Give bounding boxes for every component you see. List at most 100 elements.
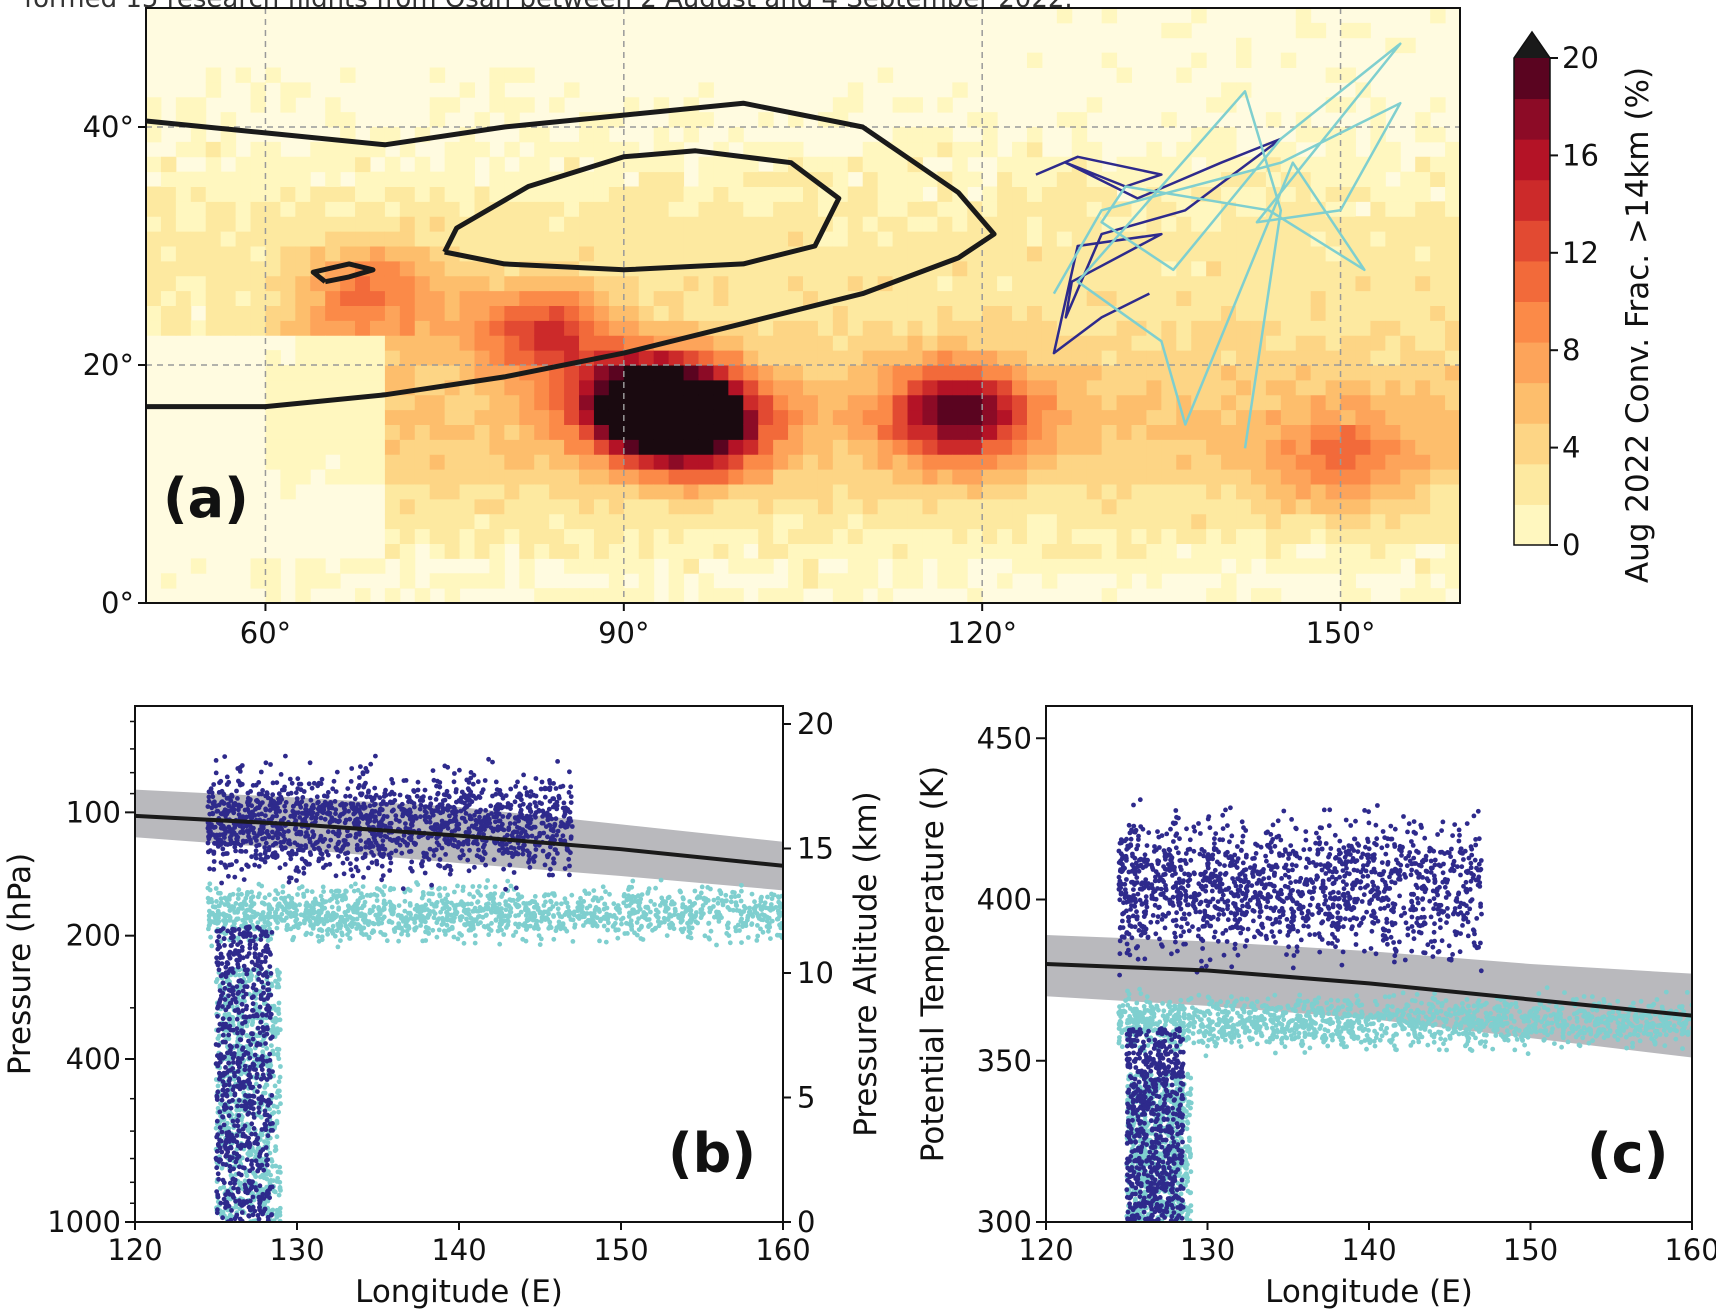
data-point (235, 935, 241, 941)
heat-cell (295, 379, 311, 396)
heat-cell (997, 171, 1013, 187)
heat-cell (653, 394, 670, 411)
heat-cell (414, 156, 431, 173)
heat-cell (952, 573, 968, 589)
heat-cell (862, 558, 879, 574)
heat-cell (728, 469, 744, 485)
heat-cell (758, 350, 774, 366)
heat-cell (1116, 409, 1132, 425)
heat-cell (593, 424, 610, 440)
heat-cell (638, 558, 655, 574)
heat-cell (474, 573, 490, 589)
heat-cell (1191, 409, 1207, 425)
data-point (345, 926, 350, 932)
heat-cell (459, 484, 475, 500)
data-point (258, 937, 264, 942)
heat-cell (967, 528, 983, 544)
data-point (434, 900, 440, 905)
data-point (457, 915, 463, 920)
heat-cell (1236, 171, 1252, 187)
heat-cell (997, 305, 1013, 321)
heat-cell (758, 588, 774, 603)
heat-cell (1340, 439, 1356, 455)
heat-cell (668, 156, 685, 173)
heat-cell (937, 424, 953, 440)
data-point (724, 922, 730, 928)
heat-cell (1146, 558, 1162, 574)
heat-cell (1101, 439, 1118, 455)
heat-cell (967, 290, 983, 306)
heat-cell (1265, 112, 1282, 128)
heat-cell (146, 97, 162, 113)
heat-cell (1295, 469, 1312, 485)
heat-cell (593, 394, 610, 411)
heat-cell (1250, 260, 1267, 277)
heat-cell (1012, 141, 1028, 158)
heat-cell (1071, 424, 1088, 440)
heat-cell (743, 484, 759, 500)
heat-cell (608, 543, 625, 559)
heat-cell (683, 305, 699, 321)
heat-cell (832, 379, 849, 396)
heat-cell (1280, 454, 1297, 470)
heat-cell (414, 275, 431, 292)
heat-cell (534, 528, 550, 544)
data-point (617, 906, 622, 912)
heat-cell (668, 379, 685, 396)
data-point (234, 917, 239, 923)
data-point (330, 917, 335, 922)
data-point (262, 901, 267, 907)
heat-cell (1340, 171, 1356, 187)
heat-cell (1370, 365, 1386, 381)
data-point (253, 991, 259, 997)
heat-cell (534, 543, 550, 559)
heat-cell (1012, 409, 1028, 425)
heat-cell (369, 260, 386, 277)
data-point (339, 930, 345, 936)
data-point (655, 915, 661, 920)
heat-cell (519, 350, 535, 366)
heat-cell (1146, 260, 1162, 277)
heat-cell (907, 365, 923, 381)
heat-cell (1041, 320, 1058, 336)
heat-cell (340, 335, 356, 351)
heat-cell (399, 186, 416, 202)
heat-cell (399, 171, 416, 187)
heat-cell (713, 335, 729, 351)
heat-cell (1056, 231, 1073, 247)
heat-cell (832, 543, 849, 559)
data-point (239, 923, 244, 929)
heat-cell (1280, 498, 1297, 515)
heat-cell (773, 454, 789, 470)
heat-cell (877, 156, 894, 173)
data-point (277, 1179, 283, 1185)
data-point (275, 973, 281, 978)
heat-cell (1430, 424, 1446, 440)
heat-cell (862, 543, 879, 559)
heat-cell (1265, 543, 1282, 559)
heat-cell (175, 246, 192, 262)
heat-cell (1146, 394, 1162, 411)
heat-cell (310, 409, 326, 425)
heat-cell (325, 379, 341, 396)
data-point (339, 914, 345, 920)
heat-cell (1430, 379, 1446, 396)
heat-cell (474, 320, 490, 336)
heat-cell (773, 260, 789, 277)
heat-cell (892, 498, 909, 515)
heat-cell (1221, 439, 1237, 455)
heat-cell (832, 454, 849, 470)
heat-cell (564, 424, 580, 440)
heat-cell (1295, 498, 1312, 515)
heat-cell (1295, 513, 1312, 530)
heat-cell (758, 201, 774, 217)
data-point (284, 924, 290, 929)
heat-cell (788, 498, 804, 515)
heat-cell (862, 528, 879, 544)
heat-cell (190, 127, 207, 143)
data-point (326, 926, 331, 932)
heat-cell (743, 335, 759, 351)
data-point (381, 898, 387, 904)
data-point (381, 914, 387, 920)
heat-cell (788, 588, 804, 603)
